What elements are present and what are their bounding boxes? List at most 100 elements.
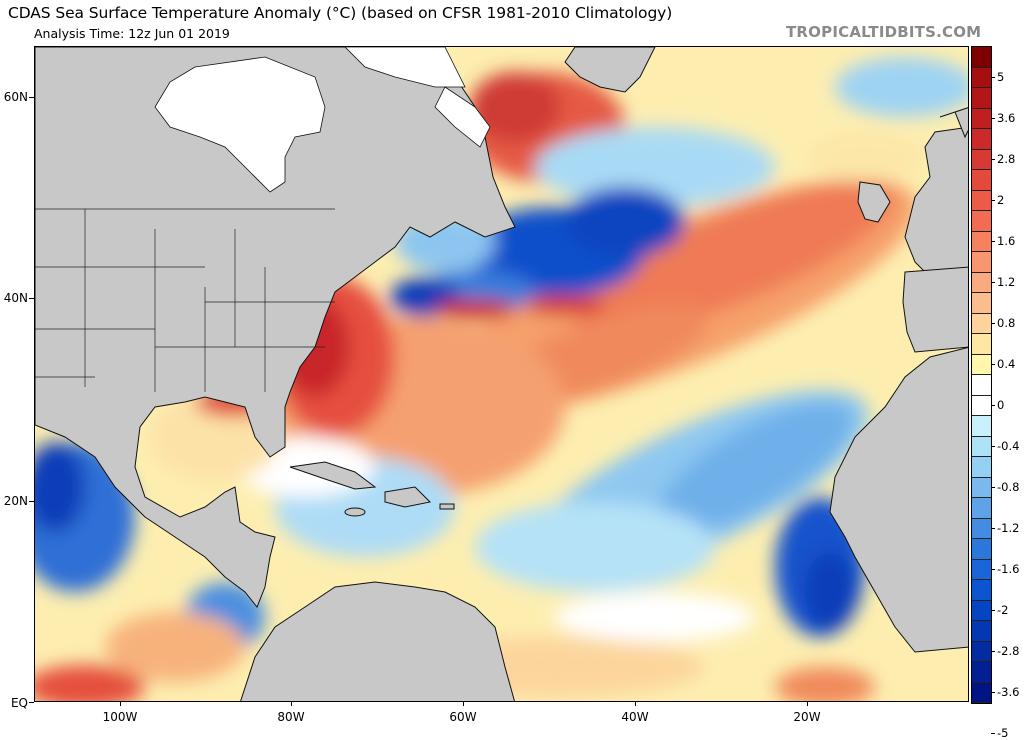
colorbar-segment	[972, 477, 991, 498]
lon-tick	[120, 701, 121, 706]
iberia	[902, 266, 968, 353]
state-borders	[35, 208, 335, 392]
colorbar-label: 1.6	[997, 233, 1016, 248]
lon-label-20w: 20W	[793, 710, 821, 724]
colorbar-tick	[991, 486, 995, 488]
colorbar-segment	[972, 129, 991, 150]
lon-label-40w: 40W	[621, 710, 649, 724]
colorbar-tick	[991, 650, 995, 652]
colorbar-tick	[991, 445, 995, 447]
colorbar-label: -5	[997, 725, 1009, 740]
colorbar-segment	[972, 498, 991, 519]
lat-label-20n: 20N	[3, 494, 28, 508]
colorbar-label: -0.4	[997, 438, 1020, 453]
colorbar-tick	[991, 691, 995, 693]
jamaica	[344, 507, 366, 517]
lon-label-60w: 60W	[449, 710, 477, 724]
colorbar-segment	[972, 395, 991, 416]
colorbar-label: 0.4	[997, 356, 1016, 371]
colorbar	[971, 46, 992, 704]
colorbar-segment	[972, 88, 991, 109]
colorbar-segment	[972, 600, 991, 621]
colorbar-tick	[991, 568, 995, 570]
colorbar-segment	[972, 272, 991, 293]
anomaly-field	[35, 57, 968, 701]
lat-label-60n: 60N	[3, 90, 28, 104]
lat-tick	[29, 97, 34, 98]
lat-tick	[29, 702, 34, 703]
colorbar-segment	[972, 580, 991, 601]
colorbar-label: 1.2	[997, 274, 1016, 289]
colorbar-segment	[972, 190, 991, 211]
colorbar-tick	[991, 240, 995, 242]
colorbar-segment	[972, 641, 991, 662]
colorbar-segment	[972, 416, 991, 437]
africa	[829, 346, 968, 653]
colorbar-segment	[972, 559, 991, 580]
colorbar-tick	[991, 404, 995, 406]
colorbar-tick	[991, 76, 995, 78]
lon-tick	[807, 701, 808, 706]
south-america	[240, 581, 515, 701]
colorbar-segment	[972, 252, 991, 273]
scotland	[939, 107, 968, 139]
colorbar-segment	[972, 149, 991, 170]
colorbar-tick	[991, 609, 995, 611]
lat-label-eq: EQ	[10, 696, 28, 710]
land	[35, 47, 968, 701]
colorbar-segment	[972, 47, 991, 68]
colorbar-label: 2	[997, 192, 1005, 207]
map-title: CDAS Sea Surface Temperature Anomaly (°C…	[8, 4, 673, 22]
lon-label-100w: 100W	[102, 710, 138, 724]
colorbar-tick	[991, 363, 995, 365]
lat-label-40n: 40N	[3, 291, 28, 305]
colorbar-segment	[972, 436, 991, 457]
colorbar-label: 2.8	[997, 151, 1016, 166]
colorbar-segment	[972, 518, 991, 539]
colorbar-segment	[972, 231, 991, 252]
colorbar-segment	[972, 170, 991, 191]
colorbar-tick	[991, 322, 995, 324]
colorbar-tick	[991, 527, 995, 529]
colorbar-segment	[972, 67, 991, 88]
colorbar-label: -2	[997, 602, 1009, 617]
colorbar-label: -1.6	[997, 561, 1020, 576]
colorbar-segment	[972, 293, 991, 314]
colorbar-label: 0	[997, 397, 1005, 412]
puerto-rico	[439, 503, 455, 510]
colorbar-label: 0.8	[997, 315, 1016, 330]
lat-tick	[29, 501, 34, 502]
colorbar-segment	[972, 682, 991, 703]
lon-label-80w: 80W	[277, 710, 305, 724]
hudson-bay	[154, 47, 491, 193]
colorbar-segment	[972, 621, 991, 642]
colorbar-tick	[991, 732, 995, 734]
colorbar-segment	[972, 334, 991, 355]
lon-tick	[463, 701, 464, 706]
colorbar-segment	[972, 457, 991, 478]
colorbar-label: 3.6	[997, 110, 1016, 125]
ireland-uk	[857, 181, 891, 223]
sst-anomaly-map	[34, 46, 969, 702]
colorbar-segment	[972, 375, 991, 396]
map-canvas	[35, 47, 968, 701]
lon-tick	[291, 701, 292, 706]
colorbar-segment	[972, 662, 991, 683]
colorbar-label: 5	[997, 69, 1005, 84]
colorbar-segment	[972, 539, 991, 560]
colorbar-segment	[972, 313, 991, 334]
colorbar-segment	[972, 108, 991, 129]
lat-tick	[29, 298, 34, 299]
hispaniola	[384, 486, 432, 508]
colorbar-segment	[972, 211, 991, 232]
colorbar-label: -1.2	[997, 520, 1020, 535]
colorbar-label: -2.8	[997, 643, 1020, 658]
colorbar-tick	[991, 281, 995, 283]
colorbar-tick	[991, 117, 995, 119]
colorbar-label: -3.6	[997, 684, 1020, 699]
north-america	[35, 47, 516, 608]
cuba	[289, 461, 377, 490]
colorbar-tick	[991, 199, 995, 201]
greenland	[564, 47, 656, 93]
analysis-time: Analysis Time: 12z Jun 01 2019	[34, 26, 230, 41]
